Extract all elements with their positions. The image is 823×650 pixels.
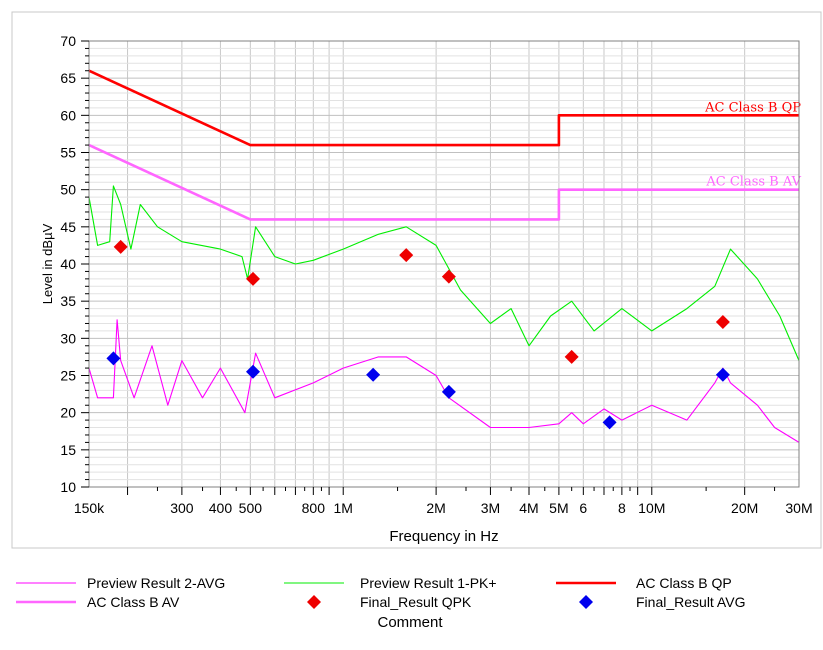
- x-tick-label: 6: [579, 500, 587, 516]
- y-tick-label: 35: [60, 293, 76, 309]
- data-marker: [366, 367, 381, 382]
- legend-label: AC Class B QP: [636, 575, 732, 591]
- x-tick-label: 4M: [519, 500, 538, 516]
- x-tick-label: 3M: [481, 500, 500, 516]
- series-layer: [88, 69, 800, 443]
- comment-label: Comment: [377, 614, 443, 631]
- chart-frame: [11, 11, 822, 549]
- y-tick-label: 40: [60, 256, 76, 272]
- y-tick-label: 65: [60, 70, 76, 86]
- legend-label: Final_Result QPK: [360, 594, 472, 610]
- data-marker: [715, 367, 730, 382]
- legend-swatch-marker: [307, 595, 321, 609]
- y-tick-label: 50: [60, 182, 76, 198]
- limit-labels: AC Class B QP AC Class B AV: [704, 100, 801, 189]
- y-tick-label: 15: [60, 442, 76, 458]
- legend-swatch-marker: [579, 595, 593, 609]
- x-tick-label: 150k: [74, 500, 105, 516]
- legend-label: Preview Result 2-AVG: [87, 575, 225, 591]
- data-marker: [245, 271, 260, 286]
- y-tick-label: 70: [60, 33, 76, 49]
- limit-line-label: AC Class B QP: [704, 100, 801, 115]
- x-tick-label: 800: [302, 500, 326, 516]
- limit-line-label: AC Class B AV: [705, 175, 801, 190]
- y-axis-title: Level in dBµV: [40, 223, 55, 304]
- data-marker: [106, 351, 121, 366]
- y-tick-label: 10: [60, 479, 76, 495]
- x-tick-label: 5M: [549, 500, 568, 516]
- y-tick-label: 60: [60, 107, 76, 123]
- data-marker: [441, 384, 456, 399]
- markers: [106, 239, 730, 430]
- data-marker: [602, 415, 617, 430]
- series-line: [88, 319, 800, 443]
- x-tick-label: 20M: [731, 500, 758, 516]
- y-tick-label: 20: [60, 405, 76, 421]
- y-tick-label: 30: [60, 330, 76, 346]
- x-tick-label: 30M: [785, 500, 812, 516]
- x-tick-label: 300: [170, 500, 194, 516]
- x-tick-label: 500: [239, 500, 263, 516]
- series-line: [88, 143, 799, 221]
- legend-label: AC Class B AV: [87, 594, 180, 610]
- series-line: [88, 185, 800, 361]
- legend-label: Final_Result AVG: [636, 594, 745, 610]
- x-axis-title: Frequency in Hz: [389, 528, 498, 545]
- legend: Preview Result 2-AVG Preview Result 1-PK+…: [16, 575, 745, 610]
- y-tick-label: 55: [60, 145, 76, 161]
- axis-ticks: 10 15 20 25 30 35 40 45 50 55 60 65 70 150k 300 400 500 8…: [60, 33, 812, 516]
- data-marker: [715, 314, 730, 329]
- data-marker: [399, 248, 414, 263]
- data-marker: [245, 364, 260, 379]
- x-tick-label: 400: [209, 500, 233, 516]
- data-marker: [113, 239, 128, 254]
- legend-label: Preview Result 1-PK+: [360, 575, 497, 591]
- y-tick-label: 45: [60, 219, 76, 235]
- series-line: [88, 69, 799, 147]
- data-marker: [441, 269, 456, 284]
- x-tick-label: 8: [618, 500, 626, 516]
- x-tick-label: 1M: [333, 500, 352, 516]
- grid: [89, 41, 799, 487]
- data-marker: [564, 349, 579, 364]
- x-tick-label: 2M: [426, 500, 445, 516]
- y-tick-label: 25: [60, 368, 76, 384]
- x-tick-label: 10M: [638, 500, 665, 516]
